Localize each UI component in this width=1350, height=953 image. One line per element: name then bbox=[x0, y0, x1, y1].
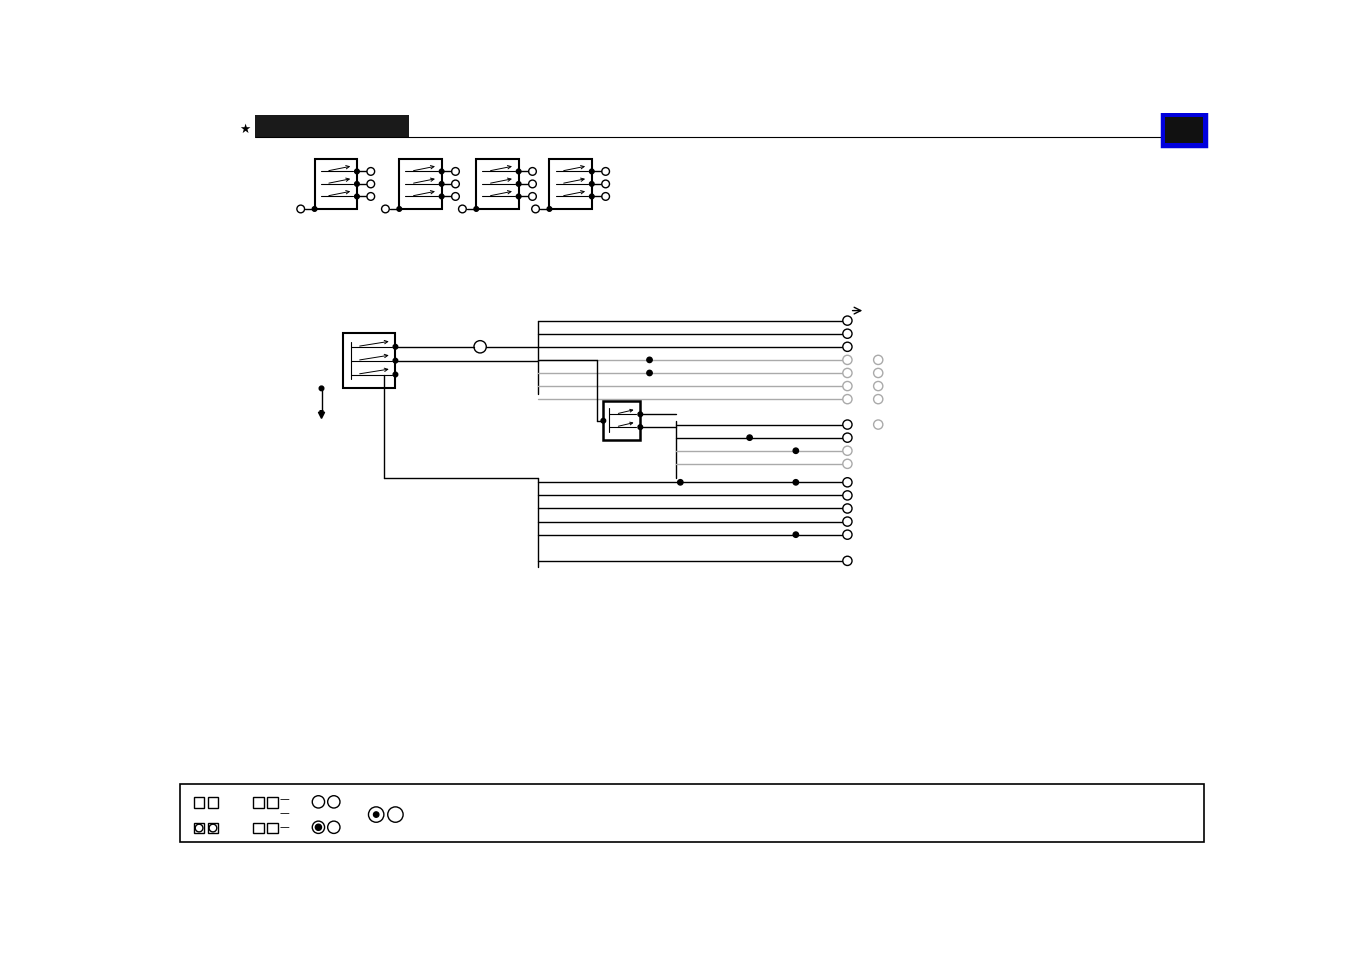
Circle shape bbox=[590, 195, 594, 199]
Text: ★: ★ bbox=[240, 123, 251, 135]
Bar bbox=[267, 798, 278, 808]
Circle shape bbox=[590, 182, 594, 187]
Bar bbox=[400, 160, 441, 210]
Circle shape bbox=[516, 170, 521, 174]
Circle shape bbox=[516, 182, 521, 187]
Bar bbox=[252, 822, 263, 834]
Circle shape bbox=[312, 208, 317, 213]
Text: —: — bbox=[279, 793, 290, 803]
Bar bbox=[1161, 114, 1207, 147]
Circle shape bbox=[397, 208, 401, 213]
Circle shape bbox=[639, 413, 643, 417]
Circle shape bbox=[393, 345, 398, 350]
Circle shape bbox=[678, 480, 683, 485]
Bar bbox=[267, 822, 278, 834]
Circle shape bbox=[439, 182, 444, 187]
Bar bbox=[252, 798, 263, 808]
Circle shape bbox=[474, 208, 479, 213]
Bar bbox=[208, 822, 219, 834]
Circle shape bbox=[601, 419, 606, 423]
Circle shape bbox=[316, 824, 321, 830]
Circle shape bbox=[747, 436, 752, 441]
Bar bbox=[193, 822, 204, 834]
Circle shape bbox=[639, 425, 643, 430]
Bar bbox=[1165, 117, 1203, 144]
Bar bbox=[343, 334, 396, 389]
Circle shape bbox=[794, 480, 798, 485]
Circle shape bbox=[355, 170, 359, 174]
Circle shape bbox=[393, 359, 398, 364]
Circle shape bbox=[794, 533, 798, 537]
Bar bbox=[315, 160, 356, 210]
Circle shape bbox=[439, 195, 444, 199]
Circle shape bbox=[393, 373, 398, 377]
Circle shape bbox=[374, 812, 379, 818]
Circle shape bbox=[794, 449, 798, 454]
Circle shape bbox=[547, 208, 552, 213]
Circle shape bbox=[590, 170, 594, 174]
Circle shape bbox=[516, 195, 521, 199]
Text: —: — bbox=[279, 821, 290, 832]
Bar bbox=[549, 160, 591, 210]
FancyArrow shape bbox=[319, 412, 324, 419]
Bar bbox=[603, 402, 640, 440]
Bar bbox=[477, 160, 518, 210]
Circle shape bbox=[355, 182, 359, 187]
Circle shape bbox=[319, 387, 324, 392]
Text: —: — bbox=[279, 807, 290, 818]
Circle shape bbox=[439, 170, 444, 174]
Circle shape bbox=[647, 357, 652, 363]
Bar bbox=[255, 116, 409, 137]
Bar bbox=[208, 798, 219, 808]
Bar bbox=[180, 784, 1204, 842]
Circle shape bbox=[355, 195, 359, 199]
Circle shape bbox=[647, 371, 652, 376]
Bar bbox=[193, 798, 204, 808]
